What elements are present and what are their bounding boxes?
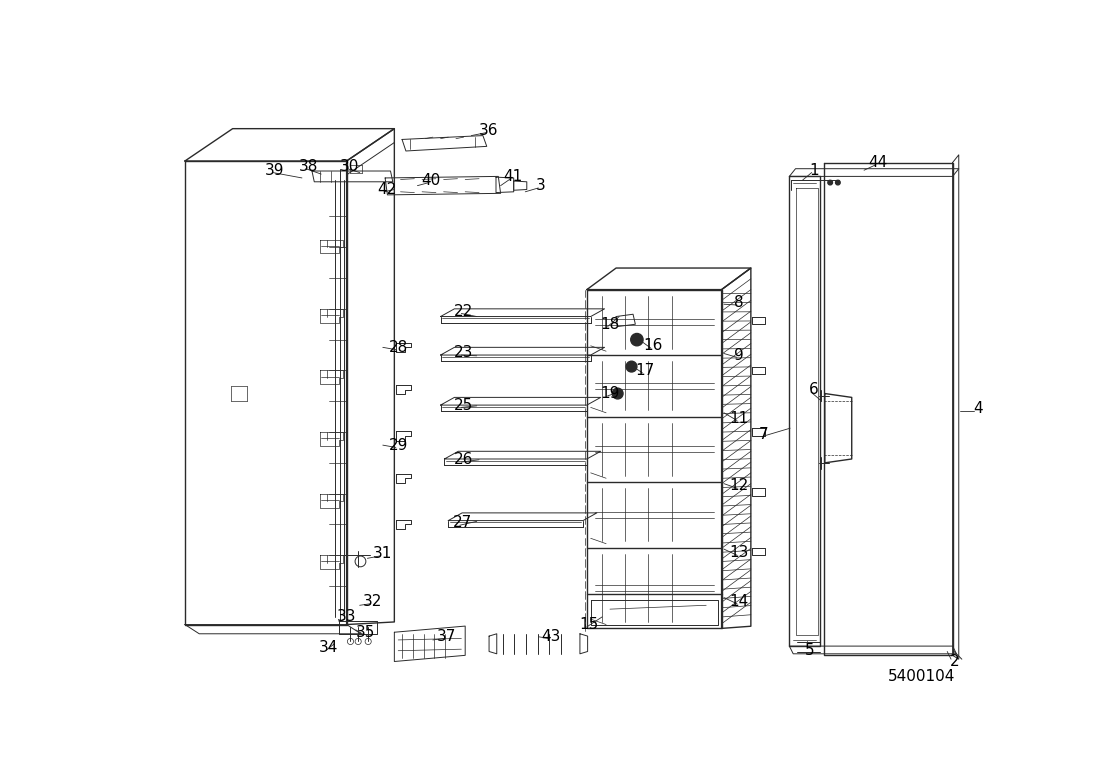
Text: 19: 19	[601, 386, 619, 401]
Text: 25: 25	[454, 398, 473, 413]
Text: 30: 30	[340, 159, 360, 174]
Circle shape	[836, 180, 840, 185]
Text: 5: 5	[805, 643, 815, 658]
Text: 22: 22	[454, 304, 473, 319]
Text: 6: 6	[810, 382, 818, 397]
Text: 1: 1	[810, 162, 818, 178]
Circle shape	[630, 333, 644, 346]
Text: 39: 39	[265, 162, 285, 178]
Text: 35: 35	[356, 625, 375, 639]
Text: 38: 38	[298, 159, 318, 174]
Circle shape	[626, 361, 637, 372]
Text: 28: 28	[388, 340, 408, 355]
Text: 34: 34	[319, 640, 339, 655]
Text: 26: 26	[454, 452, 473, 467]
Text: 40: 40	[421, 172, 441, 188]
Text: 2: 2	[950, 654, 959, 669]
Text: 17: 17	[635, 363, 654, 378]
Text: 5400104: 5400104	[888, 670, 955, 685]
Text: 18: 18	[601, 317, 619, 332]
Text: 27: 27	[452, 515, 472, 531]
Text: 44: 44	[868, 155, 888, 170]
Text: 13: 13	[729, 545, 749, 560]
Text: 31: 31	[372, 546, 392, 561]
Text: 29: 29	[388, 437, 408, 453]
Text: 41: 41	[504, 169, 522, 184]
Text: 3: 3	[536, 178, 546, 193]
Text: 12: 12	[729, 479, 749, 493]
Text: 32: 32	[363, 594, 383, 609]
Text: 11: 11	[729, 411, 749, 426]
Text: 8: 8	[735, 295, 744, 310]
Text: 16: 16	[644, 338, 663, 354]
Text: 43: 43	[541, 629, 560, 643]
Text: 15: 15	[580, 617, 598, 632]
Text: 37: 37	[437, 629, 456, 643]
Text: 23: 23	[454, 345, 473, 361]
Text: 4: 4	[974, 402, 982, 416]
Text: 7: 7	[759, 427, 769, 442]
Circle shape	[613, 388, 623, 399]
Circle shape	[828, 180, 833, 185]
Text: 33: 33	[337, 609, 356, 625]
Text: 9: 9	[735, 347, 745, 363]
Text: 14: 14	[729, 594, 749, 609]
Text: 42: 42	[377, 182, 396, 197]
Text: 36: 36	[480, 123, 498, 138]
